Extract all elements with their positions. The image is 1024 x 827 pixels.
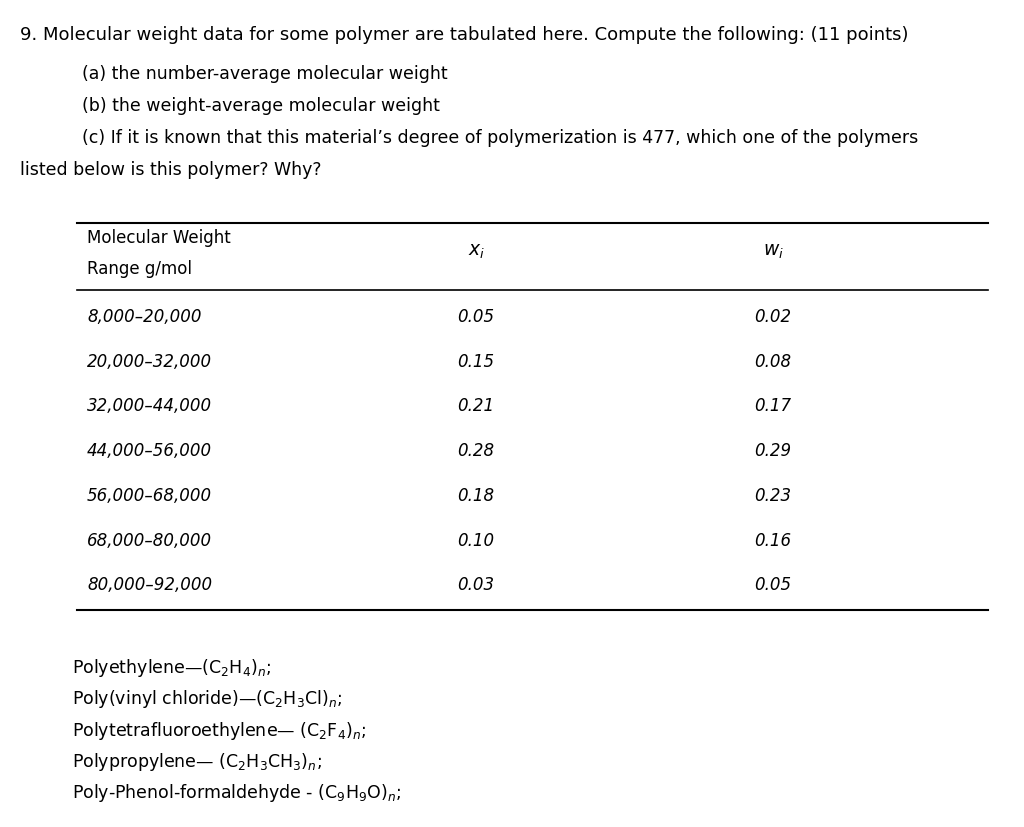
Text: (b) the weight-average molecular weight: (b) the weight-average molecular weight xyxy=(82,97,439,115)
Text: 9. Molecular weight data for some polymer are tabulated here. Compute the follow: 9. Molecular weight data for some polyme… xyxy=(20,26,909,45)
Text: 0.18: 0.18 xyxy=(458,486,495,504)
Text: 0.17: 0.17 xyxy=(755,397,792,415)
Text: $x_i$: $x_i$ xyxy=(468,241,484,261)
Text: 20,000–32,000: 20,000–32,000 xyxy=(87,352,212,370)
Text: (c) If it is known that this material’s degree of polymerization is 477, which o: (c) If it is known that this material’s … xyxy=(82,129,919,147)
Text: 0.02: 0.02 xyxy=(755,308,792,326)
Text: $w_i$: $w_i$ xyxy=(763,241,783,261)
Text: Polytetrafluoroethylene— (C$_2$F$_4$)$_n$;: Polytetrafluoroethylene— (C$_2$F$_4$)$_n… xyxy=(72,719,366,741)
Text: Range g/mol: Range g/mol xyxy=(87,260,193,278)
Text: 0.03: 0.03 xyxy=(458,576,495,594)
Text: 0.29: 0.29 xyxy=(755,442,792,460)
Text: 44,000–56,000: 44,000–56,000 xyxy=(87,442,212,460)
Text: 0.16: 0.16 xyxy=(755,531,792,549)
Text: 8,000–20,000: 8,000–20,000 xyxy=(87,308,202,326)
Text: 0.05: 0.05 xyxy=(755,576,792,594)
Text: 32,000–44,000: 32,000–44,000 xyxy=(87,397,212,415)
Text: Poly(vinyl chloride)—(C$_2$H$_3$Cl)$_n$;: Poly(vinyl chloride)—(C$_2$H$_3$Cl)$_n$; xyxy=(72,687,342,710)
Text: 68,000–80,000: 68,000–80,000 xyxy=(87,531,212,549)
Text: 0.23: 0.23 xyxy=(755,486,792,504)
Text: listed below is this polymer? Why?: listed below is this polymer? Why? xyxy=(20,161,322,179)
Text: 0.15: 0.15 xyxy=(458,352,495,370)
Text: (a) the number-average molecular weight: (a) the number-average molecular weight xyxy=(82,65,447,83)
Text: Molecular Weight: Molecular Weight xyxy=(87,228,230,246)
Text: 0.21: 0.21 xyxy=(458,397,495,415)
Text: Poly-Phenol-formaldehyde - (C$_9$H$_9$O)$_n$;: Poly-Phenol-formaldehyde - (C$_9$H$_9$O)… xyxy=(72,782,400,804)
Text: 80,000–92,000: 80,000–92,000 xyxy=(87,576,212,594)
Text: 56,000–68,000: 56,000–68,000 xyxy=(87,486,212,504)
Text: 0.10: 0.10 xyxy=(458,531,495,549)
Text: Polypropylene— (C$_2$H$_3$CH$_3$)$_n$;: Polypropylene— (C$_2$H$_3$CH$_3$)$_n$; xyxy=(72,750,322,772)
Text: Polyethylene—(C$_2$H$_4$)$_n$;: Polyethylene—(C$_2$H$_4$)$_n$; xyxy=(72,656,271,678)
Text: 0.05: 0.05 xyxy=(458,308,495,326)
Text: 0.08: 0.08 xyxy=(755,352,792,370)
Text: 0.28: 0.28 xyxy=(458,442,495,460)
